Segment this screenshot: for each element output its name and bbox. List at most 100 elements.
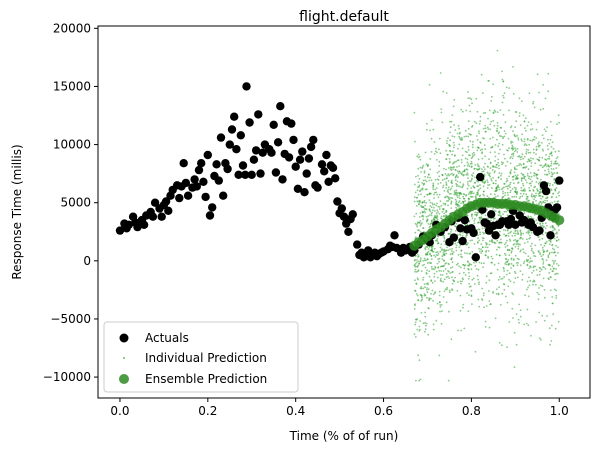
individual-prediction-point: [442, 280, 445, 283]
individual-prediction-point: [416, 294, 419, 297]
individual-prediction-point: [484, 111, 487, 114]
individual-prediction-point: [461, 186, 463, 189]
individual-prediction-point: [519, 237, 521, 240]
individual-prediction-point: [538, 91, 540, 94]
individual-prediction-point: [419, 166, 422, 169]
individual-prediction-point: [476, 135, 478, 137]
individual-prediction-point: [548, 251, 551, 254]
individual-prediction-point: [426, 287, 428, 289]
actual-point: [139, 220, 149, 229]
individual-prediction-point: [472, 185, 475, 188]
individual-prediction-point: [477, 158, 480, 161]
individual-prediction-point: [433, 153, 436, 155]
individual-prediction-point: [454, 230, 457, 232]
individual-prediction-point: [555, 244, 557, 247]
individual-prediction-point: [515, 262, 518, 264]
individual-prediction-point: [557, 150, 560, 153]
individual-prediction-point: [513, 270, 516, 273]
individual-prediction-point: [474, 164, 477, 166]
individual-prediction-point: [474, 218, 476, 220]
individual-prediction-point: [488, 183, 491, 186]
individual-prediction-point: [417, 264, 420, 267]
y-tick-label: 20000: [53, 21, 91, 35]
individual-prediction-point: [487, 184, 489, 187]
actual-point: [458, 236, 467, 246]
individual-prediction-point: [419, 328, 421, 331]
individual-prediction-point: [474, 176, 476, 179]
individual-prediction-point: [425, 253, 428, 256]
actual-point: [353, 240, 362, 249]
individual-prediction-point: [538, 287, 540, 289]
individual-prediction-point: [451, 135, 454, 138]
individual-prediction-point: [436, 242, 439, 245]
individual-prediction-point: [449, 248, 451, 251]
actual-point: [284, 153, 294, 162]
individual-prediction-point: [539, 270, 541, 273]
individual-prediction-point: [416, 196, 419, 199]
individual-prediction-point: [422, 279, 424, 281]
individual-prediction-point: [459, 280, 462, 283]
actual-point: [456, 224, 465, 233]
actual-point: [317, 160, 327, 169]
individual-prediction-point: [530, 165, 533, 168]
individual-prediction-point: [426, 188, 428, 191]
individual-prediction-point: [547, 168, 550, 171]
individual-prediction-point: [519, 270, 522, 272]
individual-prediction-point: [504, 295, 507, 298]
individual-prediction-point: [548, 243, 551, 246]
individual-prediction-point: [530, 175, 533, 178]
individual-prediction-point: [531, 260, 533, 263]
individual-prediction-point: [485, 275, 488, 278]
individual-prediction-point: [508, 87, 511, 89]
individual-prediction-point: [540, 178, 542, 181]
individual-prediction-point: [419, 320, 421, 322]
individual-prediction-point: [489, 162, 492, 165]
individual-prediction-point: [523, 242, 526, 244]
actual-point: [205, 211, 215, 220]
individual-prediction-point: [501, 161, 503, 164]
individual-prediction-point: [524, 179, 527, 182]
individual-prediction-point: [501, 277, 504, 280]
actual-point: [161, 197, 171, 206]
individual-prediction-point: [418, 184, 421, 187]
individual-prediction-point: [532, 148, 535, 151]
individual-prediction-point: [521, 173, 524, 176]
actual-point: [302, 169, 311, 178]
individual-prediction-point: [460, 249, 463, 252]
individual-prediction-point: [514, 174, 517, 177]
individual-prediction-point: [521, 278, 524, 281]
plot-frame: [97, 25, 591, 399]
individual-prediction-point: [431, 247, 434, 250]
individual-prediction-point: [430, 254, 433, 257]
individual-prediction-point: [444, 196, 447, 199]
individual-prediction-point: [427, 223, 430, 225]
individual-prediction-point: [491, 169, 494, 171]
actual-point: [249, 155, 259, 164]
individual-prediction-point: [477, 234, 479, 237]
individual-prediction-point: [484, 320, 487, 323]
individual-prediction-point: [484, 246, 487, 249]
individual-prediction-point: [498, 211, 500, 214]
individual-prediction-point: [530, 159, 532, 162]
individual-prediction-point: [436, 218, 439, 221]
individual-prediction-point: [507, 259, 510, 261]
individual-prediction-point: [435, 319, 438, 322]
individual-prediction-point: [456, 185, 458, 188]
individual-prediction-point: [547, 277, 550, 280]
individual-prediction-point: [509, 181, 512, 184]
actual-point: [309, 135, 318, 145]
individual-prediction-point: [531, 193, 533, 196]
individual-prediction-point: [416, 261, 418, 264]
individual-prediction-point: [539, 284, 542, 287]
individual-prediction-point: [505, 263, 508, 266]
x-tick-label: 0.6: [374, 404, 393, 418]
individual-prediction-point: [437, 266, 440, 268]
individual-prediction-point: [538, 266, 541, 269]
individual-prediction-point: [522, 157, 524, 160]
individual-prediction-point: [552, 270, 554, 272]
individual-prediction-point: [432, 188, 435, 191]
individual-prediction-point: [456, 159, 459, 162]
individual-prediction-point: [471, 152, 474, 155]
individual-prediction-point: [420, 286, 423, 288]
individual-prediction-point: [527, 151, 530, 154]
